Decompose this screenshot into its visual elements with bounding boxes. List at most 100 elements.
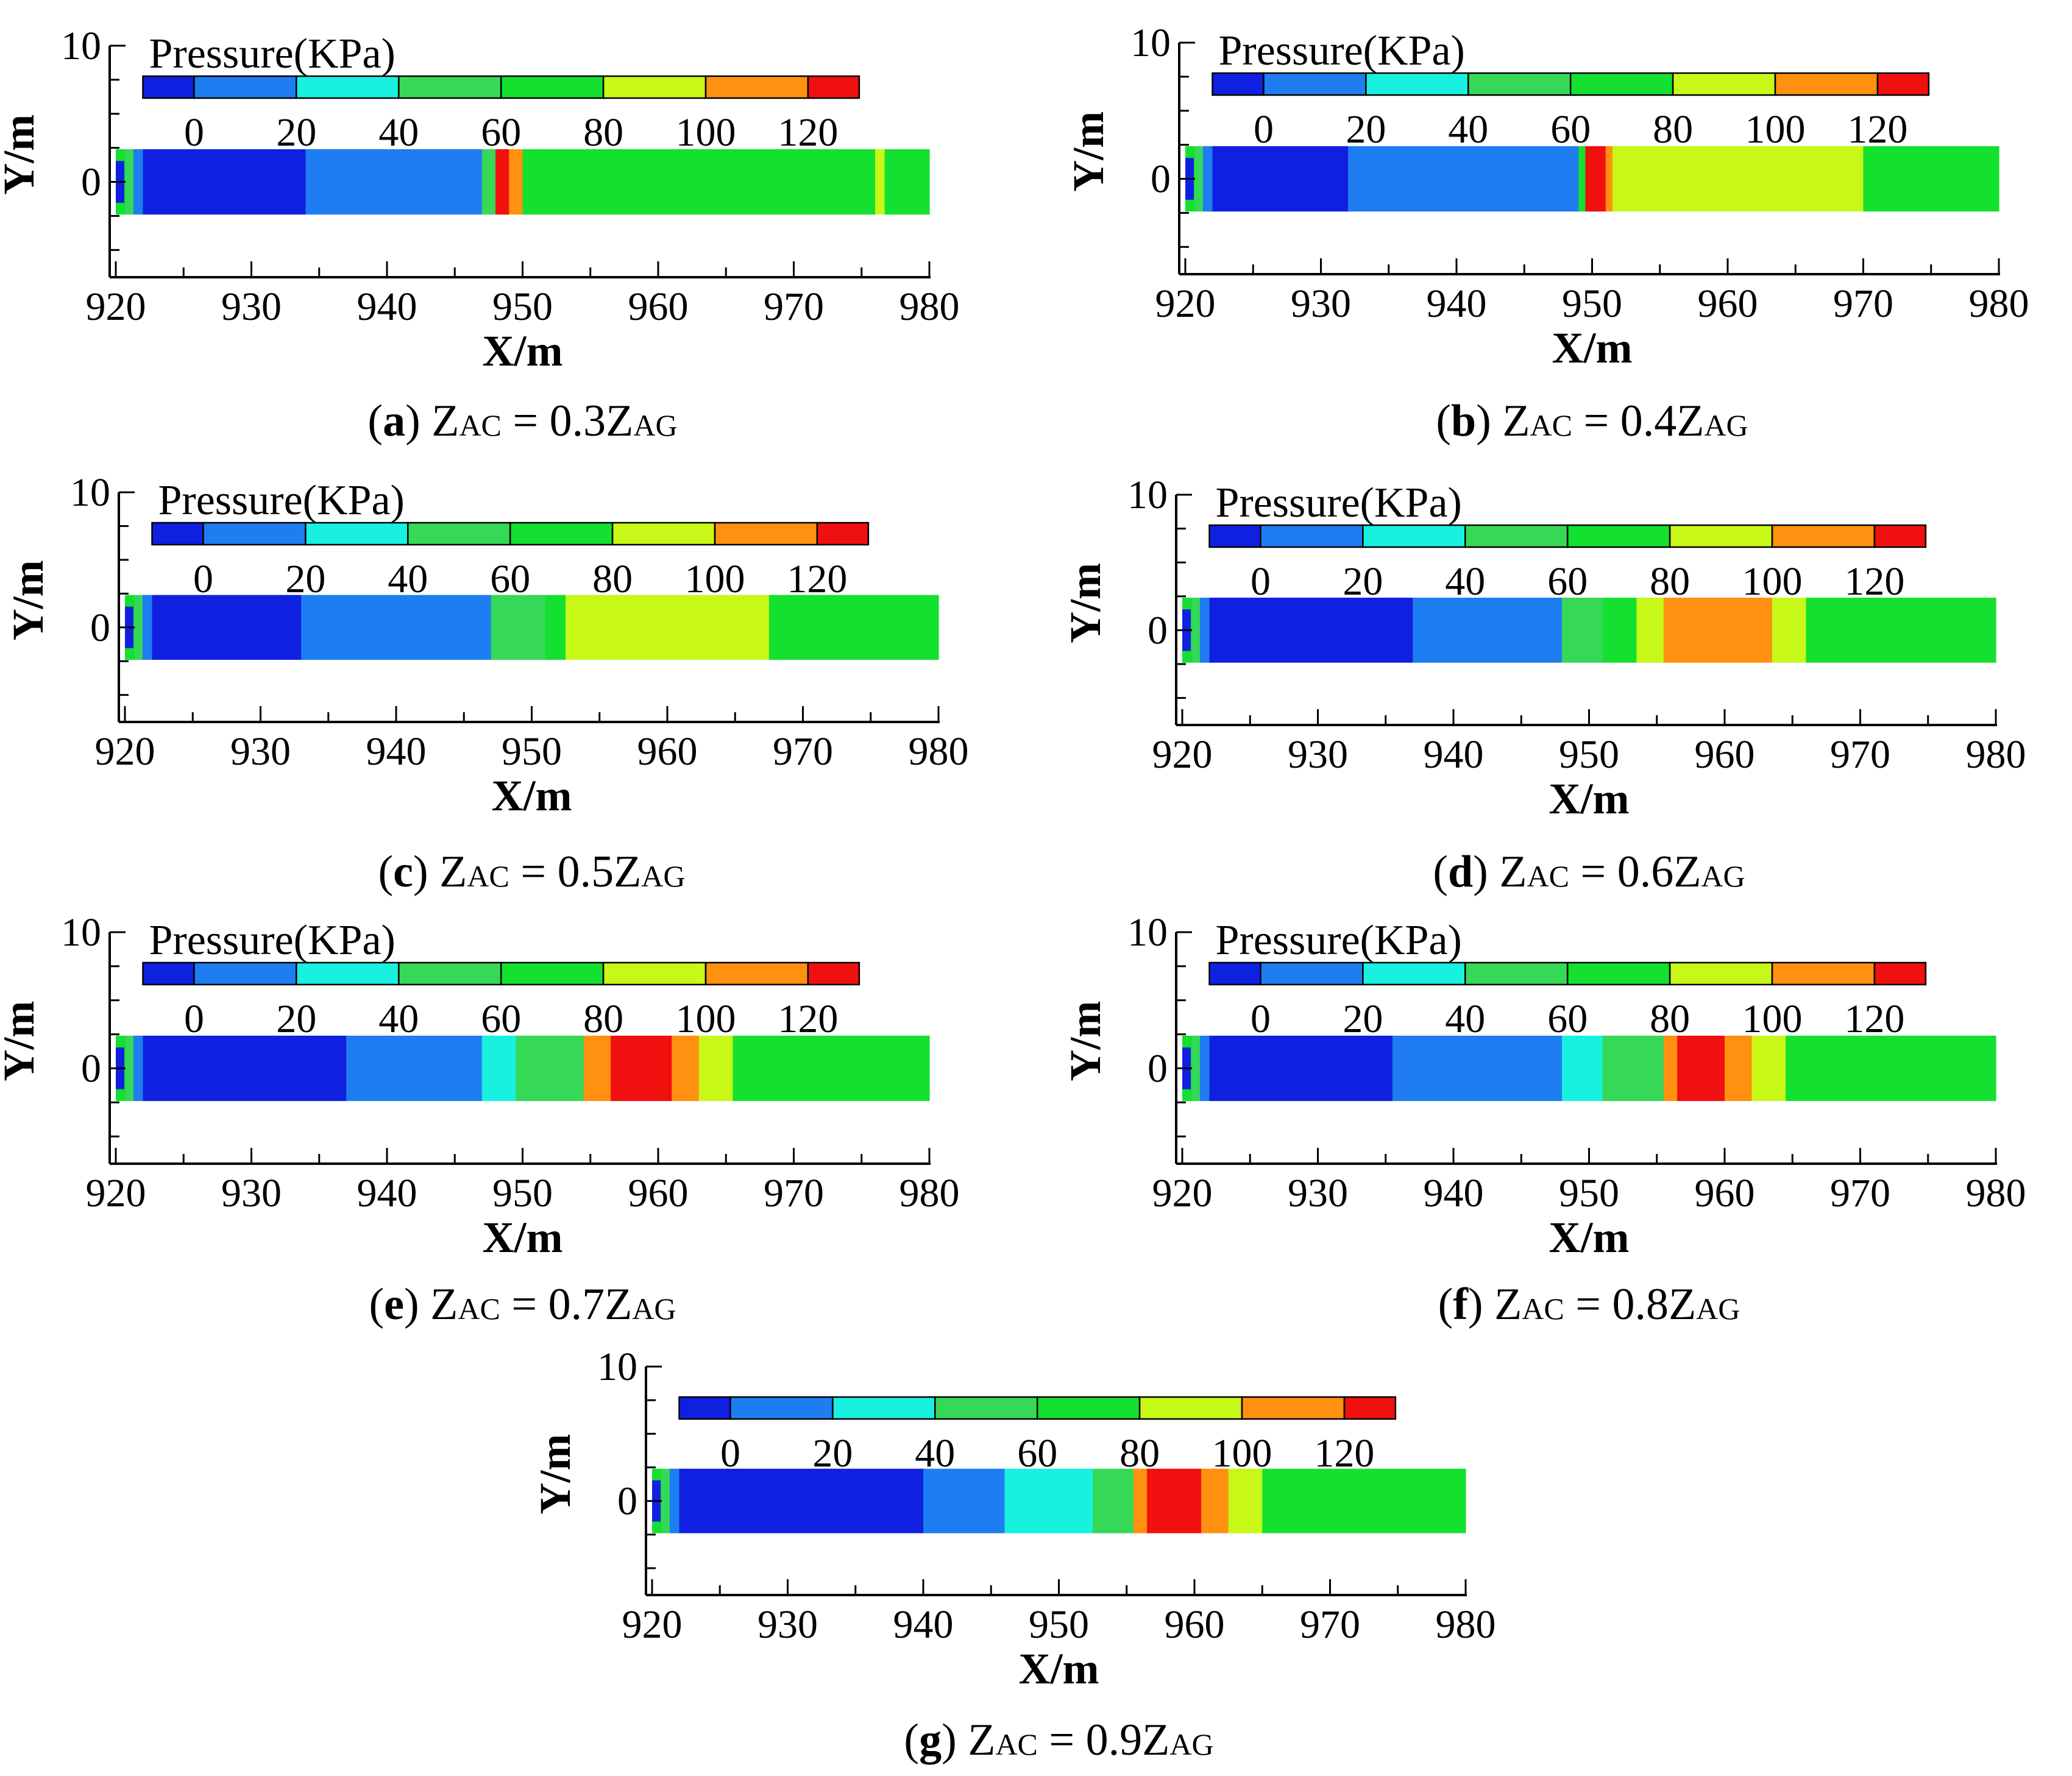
y-tick-label: 0 (90, 606, 110, 650)
colorbar-tick-label: 80 (592, 557, 633, 601)
colorbar-tick-label: 60 (481, 110, 521, 155)
x-tick-label: 950 (492, 1171, 553, 1215)
contour-band (542, 149, 876, 215)
colorbar-tick-label: 20 (1346, 107, 1386, 152)
colorbar-swatch (1873, 961, 1927, 986)
colorbar-swatch (729, 1396, 834, 1420)
x-tick-label: 940 (893, 1602, 954, 1647)
x-tick-label: 960 (628, 285, 689, 329)
contour-band (481, 1035, 516, 1102)
x-tick-label: 980 (899, 285, 960, 329)
x-tick-label: 980 (909, 729, 969, 774)
y-axis-title: Y/m (0, 1001, 43, 1081)
contour-band (1209, 597, 1413, 663)
colorbar-swatch (1672, 72, 1776, 96)
x-tick-label: 920 (1155, 281, 1216, 326)
colorbar-swatch (1138, 1396, 1243, 1420)
x-tick-label: 960 (1165, 1602, 1225, 1647)
colorbar-swatch (1365, 72, 1469, 96)
colorbar-tick-label: 80 (583, 110, 623, 155)
colorbar-tick-label: 100 (1742, 559, 1803, 604)
contour-band (522, 149, 544, 215)
contour-band (1201, 1468, 1229, 1534)
contour-band (152, 595, 302, 660)
panel-caption: (b) ZAC = 0.4ZAG (1436, 396, 1748, 446)
colorbar-swatch (602, 961, 707, 986)
colorbar-swatch (398, 961, 502, 986)
x-tick-label: 930 (1291, 281, 1351, 326)
y-tick-label: 10 (597, 1345, 637, 1389)
colorbar-swatch (602, 75, 707, 99)
x-tick-label: 970 (773, 729, 833, 774)
contour-band (884, 149, 930, 215)
contour-band (1209, 1035, 1393, 1102)
colorbar-tick-label: 0 (720, 1431, 740, 1476)
x-tick-label: 960 (1698, 281, 1758, 326)
x-tick-label: 960 (1695, 1171, 1755, 1215)
x-tick-label: 930 (221, 1171, 282, 1215)
colorbar-swatch (832, 1396, 936, 1420)
y-tick-label: 10 (70, 470, 110, 515)
x-axis-title: X/m (483, 1213, 563, 1262)
x-tick-label: 980 (1436, 1602, 1496, 1647)
colorbar: 0 20 40 60 80 100 120 Pressure(KPa) (151, 477, 870, 601)
colorbar-tick-label: 0 (184, 110, 204, 155)
contour-band (491, 595, 546, 660)
colorbar-swatch (193, 75, 297, 99)
contour-band (125, 1035, 134, 1102)
contour-band (1612, 146, 1864, 212)
y-axis-title: Y/m (1061, 1001, 1110, 1081)
contour-band (509, 149, 523, 215)
colorbar-swatch (714, 522, 818, 546)
contour-field (652, 1468, 1466, 1534)
x-tick-label: 960 (628, 1171, 689, 1215)
x-tick-label: 930 (230, 729, 291, 774)
colorbar-tick-label: 20 (285, 557, 325, 601)
contour-band (1636, 597, 1664, 663)
y-tick-label: 0 (81, 1047, 101, 1091)
y-tick-label: 0 (1151, 157, 1171, 202)
colorbar-tick-label: 20 (276, 110, 316, 155)
colorbar-tick-label: 40 (378, 997, 419, 1041)
x-tick-label: 950 (492, 285, 553, 329)
y-tick-label: 10 (1130, 21, 1171, 65)
contour-band (134, 595, 143, 660)
panel-caption: (e) ZAC = 0.7ZAG (369, 1279, 676, 1329)
contour-band (1191, 597, 1201, 663)
colorbar-swatch (1566, 961, 1671, 986)
colorbar-swatch (1669, 524, 1773, 548)
colorbar-swatch (934, 1396, 1038, 1420)
y-axis-title: Y/m (4, 560, 52, 640)
contour-band (1786, 1035, 1996, 1102)
y-tick-label: 0 (1148, 608, 1168, 653)
colorbar-tick-label: 100 (1742, 997, 1803, 1041)
colorbar-swatch (704, 961, 809, 986)
contour-field (1182, 1035, 1996, 1102)
contour-field (116, 149, 930, 215)
contour-band (1093, 1468, 1134, 1534)
contour-band (1392, 1035, 1563, 1102)
x-tick-label: 970 (1830, 1171, 1890, 1215)
colorbar: 0 20 40 60 80 100 120 Pressure(KPa) (142, 30, 860, 155)
contour-band (698, 1035, 733, 1102)
colorbar-tick-label: 40 (1448, 107, 1488, 152)
colorbar-tick-label: 40 (1445, 559, 1485, 604)
contour-field (1182, 597, 1996, 663)
x-axis-title: X/m (483, 327, 563, 375)
contour-band (1413, 597, 1563, 663)
contour-band (661, 1468, 670, 1534)
colorbar-swatch (1569, 72, 1674, 96)
x-tick-label: 970 (1830, 732, 1890, 777)
colorbar-tick-label: 60 (1547, 997, 1588, 1041)
y-tick-label: 0 (617, 1479, 637, 1524)
panel-caption: (f) ZAC = 0.8ZAG (1438, 1279, 1740, 1329)
contour-band (1202, 146, 1213, 212)
colorbar-tick-label: 100 (1212, 1431, 1272, 1476)
y-axis-title: Y/m (1061, 563, 1110, 643)
contour-band (143, 149, 307, 215)
